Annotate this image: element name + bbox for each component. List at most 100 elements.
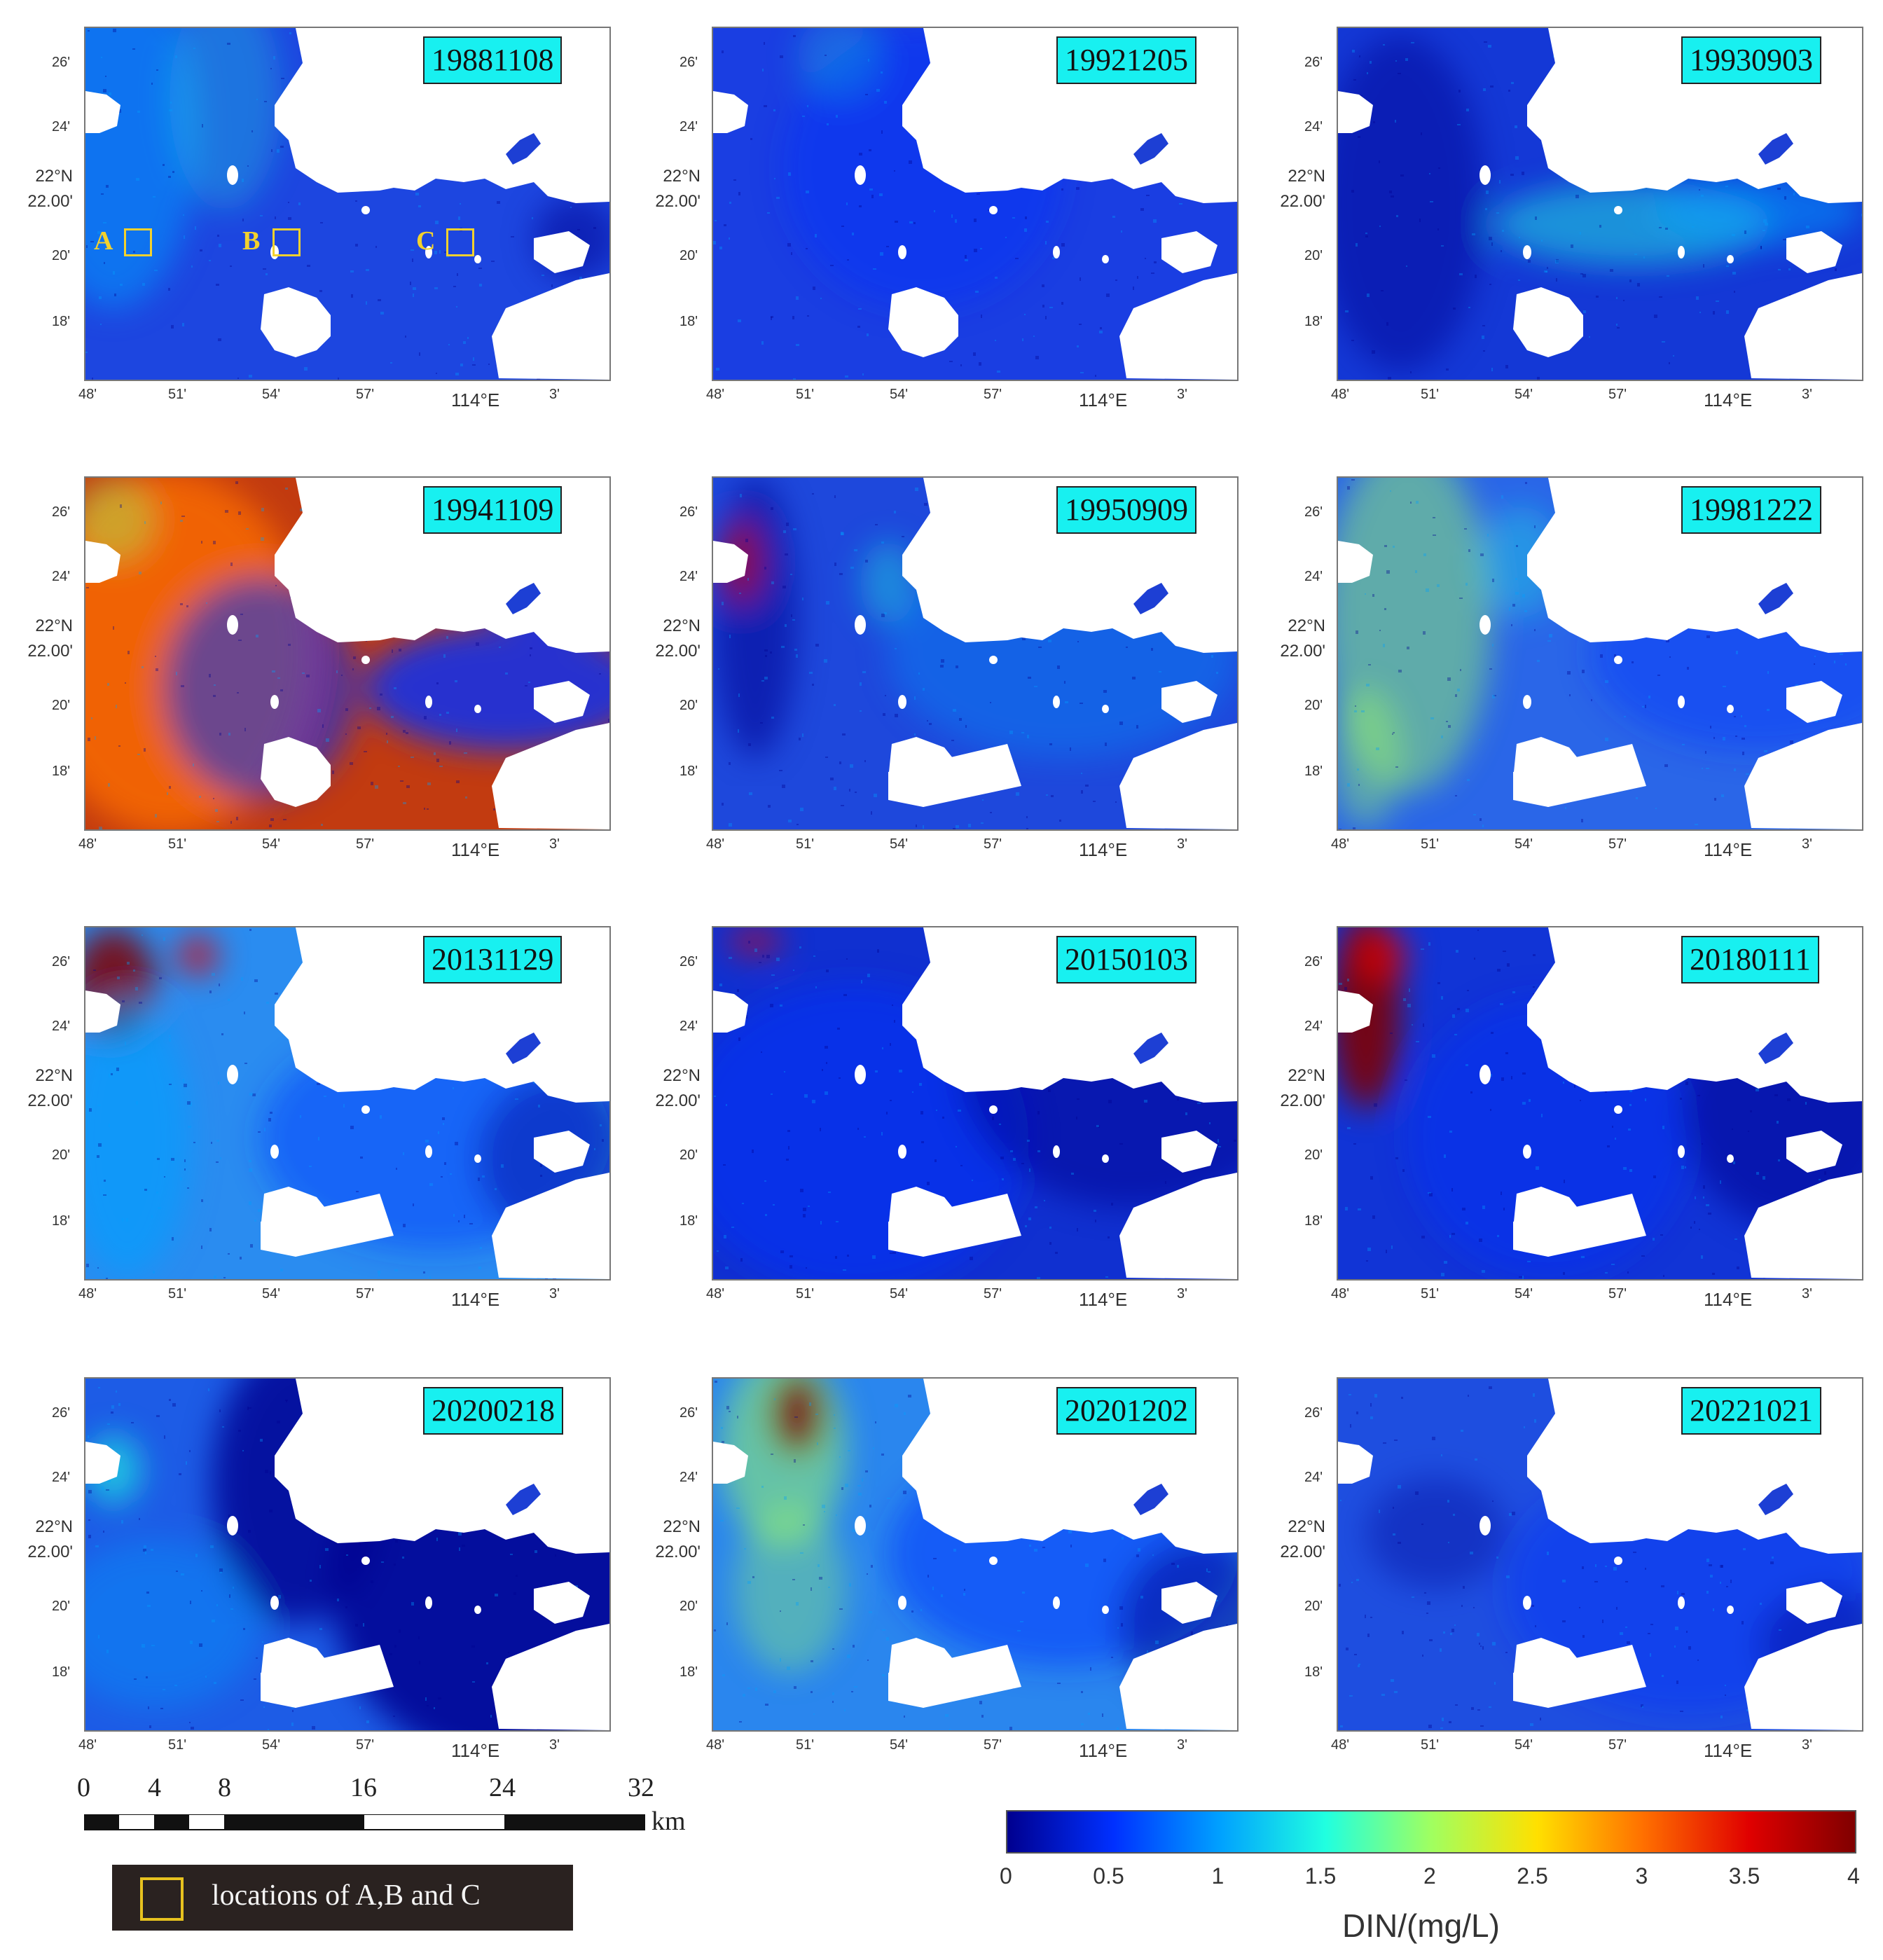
x-tick-label: 3' bbox=[549, 1286, 560, 1302]
island bbox=[1102, 705, 1109, 713]
din-field bbox=[1338, 927, 1862, 1279]
concentration-patch bbox=[85, 28, 198, 308]
island bbox=[989, 656, 998, 664]
y-tick-label: 20' bbox=[1304, 698, 1323, 713]
location-label-a: A bbox=[94, 226, 113, 256]
map-panel: 19930903 26' 24' 22°N 22.00' 20' 18' 48' 51' 54' 5… bbox=[1255, 24, 1872, 458]
y-tick-label: 22.00' bbox=[27, 192, 73, 211]
land-mass bbox=[1744, 723, 1862, 829]
y-tick-label: 22°N bbox=[663, 1066, 701, 1085]
x-tick-label: 114°E bbox=[1704, 389, 1753, 410]
land-mass bbox=[261, 287, 331, 357]
concentration-patch bbox=[797, 28, 881, 98]
land-mass bbox=[1786, 231, 1842, 273]
colorbar-tick-label: 1 bbox=[1211, 1863, 1225, 1889]
map-panel: 20200218 26' 24' 22°N 22.00' 20' 18' 48' 51' 54' 5… bbox=[3, 1374, 619, 1809]
x-tick-label: 51' bbox=[1421, 836, 1440, 852]
x-tick-label: 3' bbox=[1177, 836, 1187, 852]
x-tick-label: 114°E bbox=[1079, 839, 1128, 860]
island bbox=[1727, 705, 1734, 713]
scalebar-tick-16: 16 bbox=[350, 1773, 377, 1802]
colorbar-tick-label: 0 bbox=[1000, 1863, 1012, 1889]
x-tick-label: 3' bbox=[549, 836, 560, 852]
land-mass bbox=[1786, 681, 1842, 723]
island bbox=[425, 1145, 432, 1158]
airport-island bbox=[888, 744, 1021, 807]
x-tick-label: 48' bbox=[1331, 387, 1350, 402]
land-mass bbox=[1338, 991, 1373, 1033]
concentration-patch bbox=[734, 1505, 846, 1673]
din-map bbox=[712, 476, 1239, 831]
y-tick-label: 18' bbox=[52, 764, 71, 779]
y-tick-label: 26' bbox=[680, 55, 698, 70]
colorbar-tick-label: 3.5 bbox=[1728, 1863, 1760, 1889]
concentration-patch bbox=[170, 28, 282, 210]
location-legend: locations of A,B and C bbox=[112, 1865, 573, 1931]
x-tick-label: 54' bbox=[262, 1737, 281, 1753]
island bbox=[1053, 246, 1060, 258]
island bbox=[227, 1516, 238, 1535]
date-label: 19950909 bbox=[1056, 486, 1196, 534]
y-tick-label: 22.00' bbox=[655, 192, 701, 211]
land-mass bbox=[534, 1582, 590, 1624]
island bbox=[1727, 1606, 1734, 1614]
y-tick-label: 18' bbox=[680, 314, 698, 329]
island bbox=[1614, 206, 1622, 214]
y-tick-label: 26' bbox=[680, 1405, 698, 1421]
x-tick-label: 51' bbox=[796, 1286, 815, 1302]
y-tick-label: 22°N bbox=[35, 1517, 73, 1536]
din-map bbox=[84, 1377, 611, 1732]
concentration-patch bbox=[1338, 35, 1485, 371]
inland-water bbox=[506, 133, 541, 165]
island bbox=[1480, 165, 1491, 185]
y-tick-label: 26' bbox=[680, 504, 698, 520]
airport-island bbox=[261, 1194, 394, 1257]
y-tick-label: 22.00' bbox=[27, 642, 73, 661]
x-tick-label: 48' bbox=[706, 387, 725, 402]
y-tick-label: 24' bbox=[1304, 1470, 1323, 1485]
date-label: 20200218 bbox=[423, 1387, 563, 1435]
island bbox=[1523, 1596, 1531, 1610]
colorbar-tick-label: 1.5 bbox=[1304, 1863, 1337, 1889]
x-tick-label: 114°E bbox=[451, 839, 500, 860]
land-mass bbox=[888, 287, 958, 357]
land-mass bbox=[1786, 1582, 1842, 1624]
y-tick-label: 22.00' bbox=[27, 1543, 73, 1561]
y-tick-label: 22.00' bbox=[1280, 1091, 1325, 1110]
x-tick-label: 54' bbox=[890, 1737, 909, 1753]
x-tick-label: 3' bbox=[1802, 1286, 1812, 1302]
date-label: 20201202 bbox=[1056, 1387, 1196, 1435]
map-panel: 19950909 26' 24' 22°N 22.00' 20' 18' 48' 51' 54' 5… bbox=[630, 474, 1247, 908]
scalebar-unit: km bbox=[651, 1807, 686, 1836]
island bbox=[1678, 1596, 1685, 1609]
x-tick-label: 3' bbox=[549, 1737, 560, 1753]
x-tick-label: 57' bbox=[984, 836, 1002, 852]
date-label: 20150103 bbox=[1056, 936, 1196, 984]
x-tick-label: 51' bbox=[168, 836, 187, 852]
inland-water bbox=[1758, 1033, 1793, 1064]
y-tick-label: 26' bbox=[52, 55, 71, 70]
island bbox=[1678, 246, 1685, 258]
y-tick-label: 22.00' bbox=[1280, 642, 1325, 661]
island bbox=[1053, 1596, 1060, 1609]
y-tick-label: 18' bbox=[680, 764, 698, 779]
din-map bbox=[712, 27, 1239, 381]
x-tick-label: 51' bbox=[168, 1737, 187, 1753]
location-square-icon bbox=[140, 1877, 184, 1921]
concentration-patch bbox=[85, 478, 156, 562]
land-mass bbox=[1744, 273, 1862, 380]
island bbox=[1678, 1145, 1685, 1158]
x-tick-label: 51' bbox=[1421, 387, 1440, 402]
y-tick-label: 26' bbox=[52, 954, 71, 969]
x-tick-label: 51' bbox=[1421, 1286, 1440, 1302]
map-panel: 19881108 A B C 26' 24' 22°N 22.00' 20' 18' 48' 51' 5… bbox=[3, 24, 619, 458]
inland-water bbox=[1133, 133, 1168, 165]
x-tick-label: 54' bbox=[890, 387, 909, 402]
y-tick-label: 22.00' bbox=[655, 642, 701, 661]
land-mass bbox=[713, 541, 748, 583]
island bbox=[989, 1557, 998, 1565]
island bbox=[898, 1145, 906, 1159]
island bbox=[1480, 615, 1491, 635]
x-tick-label: 3' bbox=[1802, 387, 1812, 402]
x-tick-label: 114°E bbox=[451, 1740, 500, 1761]
